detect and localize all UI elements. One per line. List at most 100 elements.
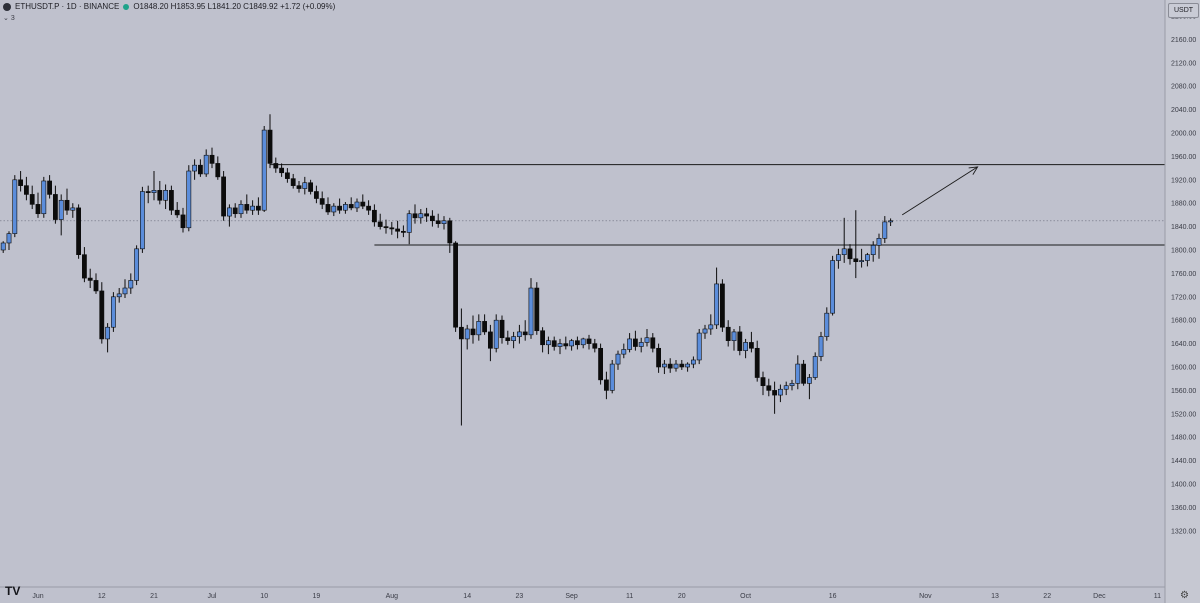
y-tick-label: 2160.00 xyxy=(1171,37,1196,44)
candle-body xyxy=(882,221,888,239)
candle-body xyxy=(163,190,168,201)
candle-body xyxy=(70,207,76,211)
candle-body xyxy=(580,338,586,346)
candle-body xyxy=(656,347,661,368)
candle-body xyxy=(650,337,656,349)
candle-body xyxy=(0,242,6,251)
candle-body xyxy=(719,283,725,328)
candle-body xyxy=(470,328,476,336)
candle-body xyxy=(725,326,731,341)
candle-body xyxy=(400,230,406,233)
projection-arrow-head xyxy=(968,166,979,175)
y-tick-label: 2080.00 xyxy=(1171,84,1196,91)
candle-body xyxy=(325,204,331,213)
candle-body xyxy=(180,214,186,229)
candle-body xyxy=(592,343,598,349)
candle-body xyxy=(441,220,447,224)
candle-body xyxy=(801,363,806,384)
candle-body xyxy=(18,179,23,186)
candle-body xyxy=(209,154,215,164)
x-tick-label: Dec xyxy=(1093,593,1106,600)
y-tick-label: 1520.00 xyxy=(1171,411,1196,418)
indicators-toggle[interactable]: ⌄ 3 xyxy=(3,14,15,22)
candle-body xyxy=(673,363,679,369)
candle-body xyxy=(534,287,540,332)
x-tick-label: 20 xyxy=(678,593,686,600)
candle-body xyxy=(64,199,70,211)
candle-body xyxy=(23,185,29,195)
candle-body xyxy=(227,207,232,217)
gear-icon[interactable]: ⚙ xyxy=(1180,590,1189,601)
candle-body xyxy=(105,326,110,340)
candle-body xyxy=(870,245,876,255)
candle-body xyxy=(151,190,157,193)
candle-body xyxy=(609,363,615,391)
candle-body xyxy=(690,359,696,365)
y-tick-label: 2040.00 xyxy=(1171,107,1196,114)
candle-body xyxy=(708,324,714,330)
candle-body xyxy=(169,190,174,211)
candle-body xyxy=(528,287,534,336)
y-tick-label: 1600.00 xyxy=(1171,365,1196,372)
currency-unit-button[interactable]: USDT xyxy=(1168,3,1199,18)
candle-body xyxy=(458,326,464,340)
candle-body xyxy=(627,338,632,350)
candle-body xyxy=(760,377,766,387)
candle-body xyxy=(319,198,325,205)
candle-body xyxy=(853,258,859,262)
candle-body xyxy=(215,163,221,178)
x-tick-label: 10 xyxy=(260,593,268,600)
candle-body xyxy=(551,340,557,347)
candle-body xyxy=(221,176,226,217)
candle-body xyxy=(685,363,690,368)
x-tick-label: Aug xyxy=(386,593,399,600)
y-tick-label: 1720.00 xyxy=(1171,294,1196,301)
y-tick-label: 1560.00 xyxy=(1171,388,1196,395)
candle-body xyxy=(302,182,308,189)
x-tick-label: Nov xyxy=(919,593,932,600)
candle-body xyxy=(621,349,627,355)
y-tick-label: 1800.00 xyxy=(1171,248,1196,255)
candle-body xyxy=(557,343,563,347)
candle-body xyxy=(638,342,644,347)
candle-body xyxy=(714,283,719,326)
candle-body xyxy=(366,205,371,211)
candle-body xyxy=(859,260,864,262)
x-tick-label: 16 xyxy=(829,593,837,600)
candle-body xyxy=(464,328,470,340)
x-tick-label: Oct xyxy=(740,593,751,600)
candle-body xyxy=(795,363,801,384)
candle-body xyxy=(586,338,592,344)
x-tick-label: 12 xyxy=(98,593,106,600)
candle-body xyxy=(835,254,841,261)
annotations xyxy=(901,166,979,216)
candle-body xyxy=(453,242,458,328)
candle-body xyxy=(406,213,412,233)
candle-body xyxy=(737,331,743,351)
symbol-label[interactable]: ETHUSDT.P · 1D · BINANCE xyxy=(15,2,120,11)
candle-body xyxy=(540,330,545,346)
x-tick-label: 11 xyxy=(626,593,633,600)
candle-body xyxy=(389,227,395,230)
candle-body xyxy=(279,167,284,174)
tradingview-logo-icon: TV xyxy=(5,584,21,598)
candle-body xyxy=(569,340,574,347)
x-tick-label: 11 xyxy=(1154,593,1161,600)
candle-body xyxy=(186,170,192,229)
candle-body xyxy=(435,220,441,224)
candle-body xyxy=(58,199,64,220)
candle-body xyxy=(284,172,290,179)
x-tick-label: Jul xyxy=(208,593,217,600)
candle-body xyxy=(111,296,116,328)
candle-body xyxy=(511,336,516,341)
candle-body xyxy=(308,182,313,192)
candle-body xyxy=(93,280,99,292)
candle-body xyxy=(766,385,772,391)
candle-body xyxy=(255,205,261,211)
candle-body xyxy=(383,226,389,229)
candle-body xyxy=(261,129,267,211)
y-tick-label: 1960.00 xyxy=(1171,154,1196,161)
y-tick-label: 1880.00 xyxy=(1171,201,1196,208)
